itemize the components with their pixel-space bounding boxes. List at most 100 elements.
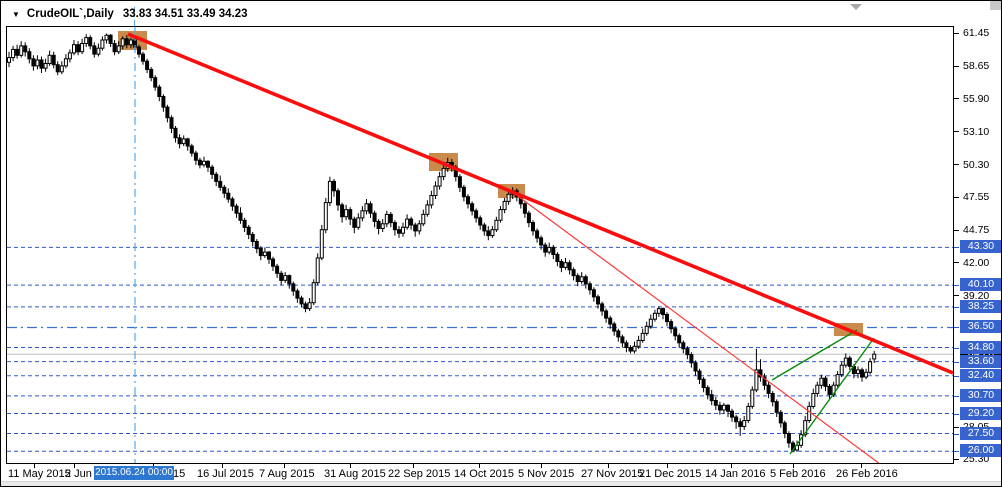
price-level-label: 38.25	[960, 299, 1001, 313]
candle-body	[31, 58, 36, 67]
y-axis-tick: 53.10	[954, 126, 989, 138]
y-tick-dash	[954, 426, 959, 428]
y-tick-dash	[954, 98, 959, 100]
candle-body	[299, 297, 304, 305]
level-dash	[954, 375, 959, 377]
y-tick-dash	[954, 131, 959, 133]
price-level-label: 33.60	[960, 354, 1001, 368]
chart-title-symbol: CrudeOIL`,Daily	[26, 8, 114, 20]
y-axis-tick: 42.00	[954, 257, 989, 269]
candle-body	[811, 393, 816, 407]
vertical-date-line-stub	[134, 7, 135, 26]
candle-body	[843, 357, 848, 366]
candle-body	[364, 203, 369, 212]
candle-body	[620, 336, 625, 344]
candle-body	[137, 46, 141, 55]
candle-body	[72, 44, 76, 54]
candle-body	[397, 229, 401, 234]
candle-body	[340, 204, 345, 218]
candle-body	[96, 47, 101, 55]
price-chart-canvas[interactable]	[7, 27, 953, 463]
candle-body	[730, 410, 734, 418]
candle-body	[88, 37, 93, 47]
candle-body	[758, 369, 763, 378]
candle-body	[242, 219, 247, 228]
price-level-label: 40.10	[960, 278, 1001, 292]
symbol-dropdown-icon[interactable]: ▼	[12, 9, 20, 19]
x-axis-label: 2 Jun	[65, 468, 92, 480]
candle-body	[579, 276, 584, 283]
candle-body	[652, 312, 657, 320]
candle-body	[713, 400, 718, 406]
candle-body	[352, 218, 357, 228]
candle-body	[344, 209, 349, 218]
candle-body	[157, 86, 162, 97]
candle-body	[742, 420, 747, 428]
candle-body	[372, 212, 377, 222]
candle-body	[860, 369, 864, 378]
candle-body	[76, 44, 81, 53]
candle-body	[746, 405, 751, 421]
candle-body	[827, 385, 832, 396]
candle-body	[173, 127, 178, 139]
candle-body	[559, 261, 564, 268]
candle-body	[693, 362, 698, 372]
candle-body	[392, 222, 397, 231]
wedge-line	[771, 329, 858, 381]
price-level-label: 32.40	[960, 368, 1001, 382]
level-dash	[954, 433, 959, 435]
candle-body	[819, 377, 824, 386]
x-axis-tick	[479, 464, 480, 468]
candle-body	[490, 229, 495, 237]
candle-body	[604, 310, 609, 319]
candle-body	[539, 237, 544, 246]
candle-body	[815, 384, 820, 394]
candle-body	[437, 176, 442, 187]
level-dash	[954, 413, 959, 415]
price-level-lines	[7, 246, 953, 452]
x-axis-tick	[222, 464, 223, 468]
candle-body	[563, 262, 568, 268]
x-axis-label: 16 Jul 2015	[197, 468, 254, 480]
x-axis-label: 21 Dec 2015	[639, 468, 702, 480]
candle-body	[726, 404, 730, 412]
chart-plot-area[interactable]	[6, 26, 954, 464]
candle-body	[640, 332, 645, 341]
candle-body	[661, 308, 665, 316]
candle-body	[608, 317, 613, 325]
candle-body	[457, 176, 462, 188]
x-axis-label: 5 Nov 2015	[518, 468, 575, 480]
candle-wicks	[8, 33, 875, 453]
candle-body	[108, 34, 113, 44]
candle-body	[470, 203, 475, 212]
level-dash	[954, 285, 959, 287]
x-axis-label: 22 Sep 2015	[388, 468, 451, 480]
collapse-arrow-icon[interactable]	[850, 4, 862, 10]
candle-body	[624, 342, 629, 348]
candle-body	[774, 401, 779, 413]
candle-body	[835, 374, 840, 386]
price-level-label: 26.00	[960, 444, 1001, 458]
candle-body	[750, 389, 755, 407]
y-tick-dash	[954, 458, 959, 460]
candle-body	[275, 265, 280, 274]
selected-date-label: 2015.06.24 00:00	[94, 466, 174, 480]
y-axis-tick: 58.65	[954, 60, 989, 72]
y-tick-dash	[954, 262, 959, 264]
candle-body	[701, 378, 706, 388]
wedge-line	[789, 337, 875, 455]
price-level-label: 27.50	[960, 426, 1001, 440]
candle-body	[681, 342, 686, 350]
y-axis-tick: 47.55	[954, 191, 989, 203]
candle-body	[429, 195, 434, 206]
candle-body	[120, 38, 125, 47]
candle-body	[498, 209, 503, 221]
candle-body	[169, 117, 174, 129]
candle-body	[295, 290, 300, 299]
candle-body	[23, 45, 28, 53]
candle-body	[250, 233, 255, 242]
candle-body	[697, 370, 702, 380]
candle-body	[807, 405, 812, 421]
x-axis-tick	[74, 464, 75, 468]
candle-body	[368, 203, 373, 214]
